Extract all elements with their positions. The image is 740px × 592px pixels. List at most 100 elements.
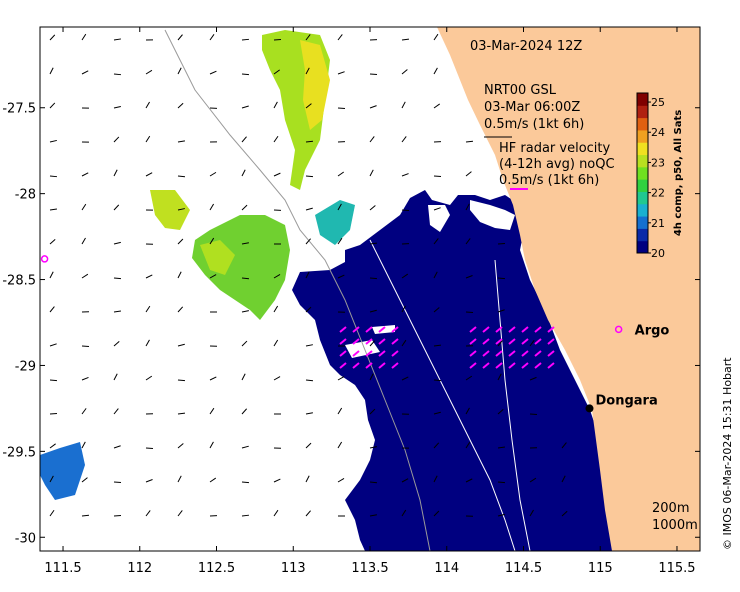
wind-arrow <box>49 139 57 143</box>
wind-arrow <box>305 238 311 245</box>
wind-arrow <box>145 101 150 109</box>
wind-arrow <box>49 343 57 347</box>
radar-arrow <box>521 338 529 345</box>
wind-arrow <box>49 379 58 382</box>
wind-arrow <box>497 340 503 347</box>
radar-arrow <box>391 362 399 369</box>
wind-arrow <box>433 175 442 178</box>
wind-arrow <box>113 204 120 211</box>
radar-arrow <box>469 350 477 357</box>
wind-arrow <box>369 73 378 76</box>
wind-arrow <box>209 376 217 381</box>
wind-arrow <box>49 475 54 483</box>
wind-arrow <box>369 277 378 280</box>
x-tick-label: 114.5 <box>505 561 542 576</box>
wind-arrow <box>177 102 184 109</box>
wind-arrow <box>433 475 438 483</box>
wind-arrow <box>305 475 310 483</box>
wind-arrow <box>465 441 471 449</box>
wind-arrow <box>401 273 409 279</box>
x-tick-label: 115 <box>588 561 613 576</box>
wind-arrow <box>49 102 56 109</box>
x-tick-label: 112.5 <box>198 561 235 576</box>
x-tick-label: 113.5 <box>351 561 388 576</box>
wind-arrow <box>177 475 182 483</box>
radar-arrow <box>482 338 490 345</box>
wind-arrow <box>113 169 118 177</box>
wind-arrow <box>497 446 506 449</box>
x-tick-label: 114 <box>434 561 459 576</box>
wind-arrow <box>177 175 186 178</box>
wind-arrow <box>433 411 441 415</box>
wind-arrow <box>209 441 214 449</box>
y-tick-label: -28.5 <box>2 274 36 289</box>
wind-arrow <box>529 340 535 347</box>
wind-arrow <box>465 275 473 279</box>
wind-arrow <box>337 171 345 177</box>
wind-arrow <box>241 514 250 517</box>
colorbar-segment <box>637 179 648 192</box>
wind-arrow <box>465 238 471 245</box>
isobath-1000m <box>164 29 431 551</box>
radar-velocity-field <box>339 326 555 369</box>
wind-arrow <box>401 101 406 109</box>
argo-float-marker <box>40 255 49 263</box>
wind-arrow <box>209 70 217 75</box>
wind-arrow <box>49 67 54 75</box>
wind-arrow <box>177 443 184 449</box>
wind-arrow <box>145 274 153 279</box>
wind-label-line3: 0.5m/s (1kt 6h) <box>484 117 584 132</box>
radar-arrow <box>521 362 529 369</box>
wind-arrow <box>369 514 377 517</box>
wind-arrow <box>273 376 281 381</box>
wind-arrow <box>209 203 215 211</box>
radar-arrow <box>391 326 399 333</box>
radar-arrow <box>508 362 516 369</box>
wind-arrow <box>561 510 568 517</box>
warm-sst-patch <box>200 240 235 275</box>
wind-arrow <box>401 209 410 212</box>
warm-sst-patch <box>150 190 190 230</box>
cold-water-region <box>292 190 618 551</box>
colorbar-segment <box>637 240 648 254</box>
wind-arrow <box>113 310 122 313</box>
place-label: Dongara <box>595 393 657 408</box>
wind-arrow <box>433 442 440 449</box>
wind-arrow <box>209 407 215 415</box>
radar-arrow <box>534 326 542 333</box>
x-tick-label: 111.5 <box>44 561 81 576</box>
wind-arrow <box>273 69 280 75</box>
wind-arrow <box>177 34 183 41</box>
land-area <box>437 27 700 551</box>
colorbar-segment <box>637 105 648 119</box>
wind-arrow <box>81 33 87 41</box>
wind-arrow <box>113 277 122 280</box>
radar-arrow <box>547 338 555 345</box>
wind-arrow <box>337 478 345 483</box>
wind-arrow <box>145 172 153 177</box>
radar-arrow <box>365 338 373 345</box>
mid-sst-patch <box>40 442 85 500</box>
wind-arrow <box>273 339 279 347</box>
colorbar-segment <box>637 216 648 229</box>
wind-arrow <box>497 373 502 381</box>
wind-arrow <box>561 442 567 449</box>
wind-arrow <box>465 407 470 415</box>
wind-arrow <box>433 271 438 279</box>
wind-arrow <box>81 408 87 415</box>
radar-arrow <box>339 362 347 369</box>
colorbar-segment <box>637 129 648 143</box>
radar-label-line2: (4-12h avg) noQC <box>499 157 615 172</box>
wind-arrow <box>49 306 55 313</box>
colorbar-tick-label: 20 <box>651 247 665 260</box>
wind-arrow <box>337 107 346 110</box>
wind-arrow <box>401 136 407 143</box>
wind-arrow <box>305 67 310 75</box>
wind-arrow <box>369 309 377 313</box>
wind-arrow <box>497 277 506 280</box>
x-axis: 111.5 112 112.5 113 113.5 114 114.5 115 115.5 <box>44 27 696 576</box>
wind-arrow <box>369 242 378 245</box>
wind-arrow <box>529 376 537 381</box>
wind-arrow <box>305 175 314 178</box>
wind-arrow <box>177 412 186 415</box>
